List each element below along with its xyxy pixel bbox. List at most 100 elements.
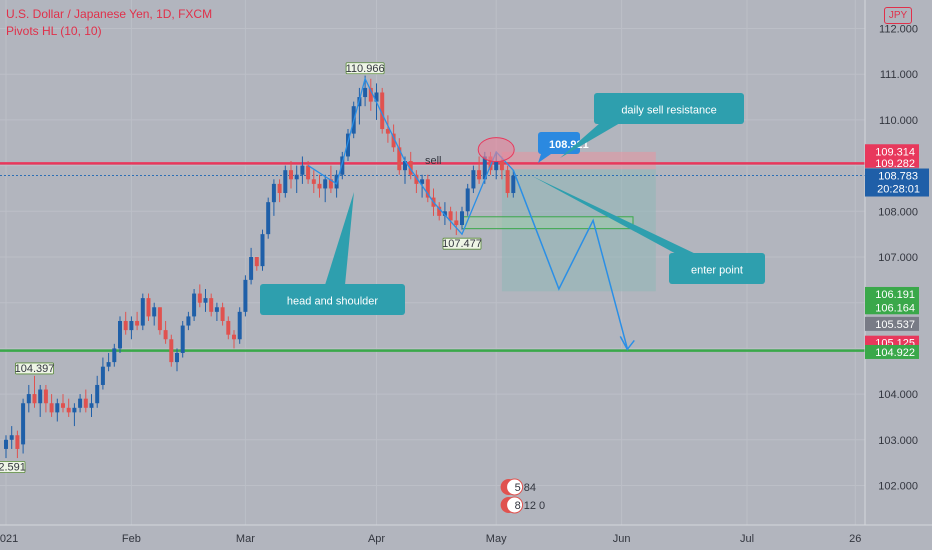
candle	[306, 165, 311, 180]
price-tick-label: 104.000	[878, 389, 918, 401]
price-axis-tag	[865, 155, 919, 170]
event-flag-icon[interactable]	[506, 478, 524, 496]
pivot-label-box	[0, 461, 26, 473]
candle	[26, 394, 31, 404]
candle	[192, 293, 197, 317]
candle	[89, 403, 94, 408]
candle	[32, 394, 37, 404]
chart-title: U.S. Dollar / Japanese Yen, 1D, FXCM	[6, 7, 213, 21]
current-price-label: 108.783	[878, 171, 918, 183]
head-and-shoulder-callout-label: head and shoulder	[287, 296, 378, 308]
head-and-shoulder-callout[interactable]	[260, 284, 405, 315]
drawings[interactable]: 110.966107.477104.397102.591sell108.921d…	[0, 62, 765, 514]
projection-path[interactable]	[512, 169, 629, 349]
candle	[266, 202, 271, 235]
bar-countdown-label: 20:28:01	[877, 184, 920, 196]
price-axis[interactable]: 112.000111.000110.000109.000108.000107.0…	[864, 0, 929, 525]
candle	[243, 279, 248, 312]
candle	[437, 206, 442, 216]
price-axis-tag	[865, 300, 919, 315]
candle	[391, 133, 396, 148]
daily-sell-resistance-callout[interactable]	[594, 93, 744, 124]
candle	[163, 330, 168, 340]
head-and-shoulder-pattern[interactable]	[307, 76, 514, 236]
price-axis-tag-label: 109.314	[875, 146, 915, 158]
price-axis-tag-label: 105.537	[875, 319, 915, 331]
candle	[317, 183, 322, 189]
candle	[249, 257, 254, 280]
candle	[197, 293, 202, 303]
pivot-label: 107.477	[442, 238, 482, 250]
candle	[363, 87, 368, 98]
candle	[477, 170, 482, 180]
candle	[169, 339, 174, 363]
candle	[408, 161, 413, 175]
candle	[186, 316, 191, 326]
candle	[385, 129, 390, 134]
candle	[106, 362, 111, 367]
current-price-tag	[865, 168, 929, 197]
candle	[43, 389, 48, 404]
price-tick-label: 111.000	[880, 69, 918, 81]
time-tick-label: May	[486, 533, 507, 545]
candle	[448, 211, 453, 221]
sell-label: sell	[425, 155, 442, 167]
candle	[397, 147, 402, 171]
take-profit-zone	[501, 169, 656, 292]
enter-point-callout-tail	[532, 176, 700, 256]
candle	[15, 435, 20, 449]
time-tick-label: Jul	[740, 533, 754, 545]
time-axis[interactable]: 2021 Feb Mar Apr May Jun Jul 26	[0, 524, 932, 545]
candle	[232, 334, 236, 340]
daily-sell-resistance-callout-tail	[560, 123, 620, 158]
candle	[55, 403, 60, 413]
candle	[152, 307, 157, 317]
stop-loss-zone	[501, 151, 656, 170]
candle	[488, 156, 493, 171]
candle	[214, 307, 219, 312]
candle	[294, 174, 299, 180]
price-tick-label: 112.000	[879, 24, 918, 36]
daily-sell-resistance-callout-label: daily sell resistance	[621, 105, 716, 117]
entry-price-tag[interactable]	[538, 132, 580, 154]
price-axis-tag	[865, 316, 919, 331]
candle	[123, 320, 128, 331]
price-tick-label: 108.000	[878, 206, 918, 218]
time-tick-label: Jun	[613, 533, 631, 545]
candle	[118, 320, 122, 349]
enter-point-callout[interactable]	[669, 253, 765, 284]
candle	[328, 179, 333, 189]
candle	[289, 170, 293, 180]
time-tick-label: 2021	[0, 533, 18, 545]
candle	[368, 87, 373, 102]
candle	[505, 170, 510, 194]
candle	[135, 320, 140, 326]
head-and-shoulder-callout-tail	[325, 192, 354, 285]
enter-point-callout-label: enter point	[691, 265, 743, 277]
pivot-label-box	[345, 62, 385, 75]
candle	[403, 161, 407, 171]
pivot-label: 102.591	[0, 461, 26, 473]
candle	[374, 92, 379, 102]
resistance-highlight-ellipse[interactable]	[477, 137, 515, 163]
candle	[380, 92, 385, 130]
price-axis-tag-label: 104.922	[875, 347, 915, 359]
candle	[112, 348, 117, 363]
position-overlays	[0, 151, 865, 352]
indicator-label[interactable]: Pivots HL (10, 10)	[6, 24, 102, 38]
candle	[420, 179, 425, 184]
candle	[300, 165, 305, 175]
candle	[425, 179, 430, 198]
event-flag-icon[interactable]	[506, 496, 524, 514]
candle	[220, 307, 225, 321]
candle	[511, 175, 516, 194]
pivot-label-box	[442, 237, 482, 250]
price-axis-tag-label: 109.282	[875, 158, 915, 170]
candle	[78, 398, 83, 408]
candle	[442, 211, 447, 216]
currency-badge[interactable]: JPY	[884, 7, 912, 24]
candle	[283, 170, 288, 194]
price-tick-label: 103.000	[878, 435, 918, 447]
